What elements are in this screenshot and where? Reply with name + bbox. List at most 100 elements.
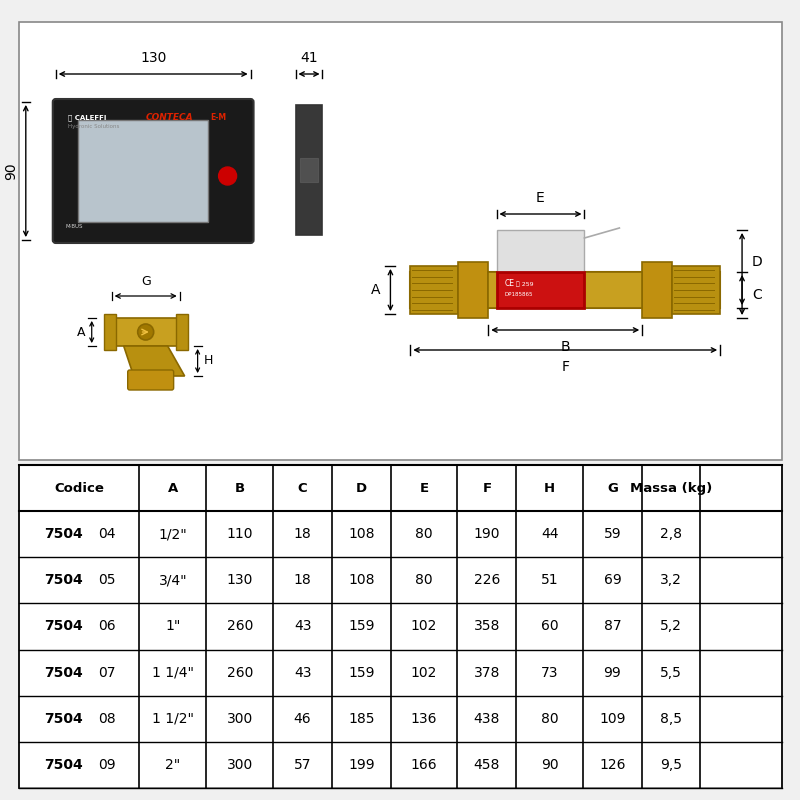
Text: 199: 199 [348,758,374,772]
Text: Massa (kg): Massa (kg) [630,482,712,494]
Text: 260: 260 [226,666,253,680]
Bar [497,230,585,272]
Text: 60: 60 [541,619,558,634]
Bar [488,272,642,308]
Text: 136: 136 [411,712,438,726]
Text: 04: 04 [98,527,116,542]
Text: 159: 159 [348,619,374,634]
Text: 358: 358 [474,619,500,634]
Text: 80: 80 [415,527,433,542]
Text: 87: 87 [604,619,622,634]
Text: E: E [536,191,545,205]
Text: H: H [204,354,213,367]
Circle shape [138,324,154,340]
Text: DP185865: DP185865 [505,292,533,297]
Text: 110: 110 [226,527,253,542]
Text: 109: 109 [599,712,626,726]
Text: Hydronic Solutions: Hydronic Solutions [68,124,119,129]
Text: 190: 190 [474,527,500,542]
Bar [19,22,782,460]
Text: E: E [419,482,429,494]
Text: CE: CE [505,279,514,288]
Text: 1 1/4": 1 1/4" [152,666,194,680]
FancyBboxPatch shape [128,370,174,390]
Text: 80: 80 [415,574,433,587]
FancyBboxPatch shape [53,99,254,243]
Text: CONTECA: CONTECA [146,113,194,122]
Text: 130: 130 [140,51,166,65]
Text: F: F [562,360,570,374]
Text: 3/4": 3/4" [158,574,187,587]
Bar [410,272,720,308]
Text: 90: 90 [4,162,18,180]
Text: ⓒ 259: ⓒ 259 [517,282,534,287]
Text: 300: 300 [226,758,253,772]
Text: F: F [482,482,491,494]
Text: 185: 185 [348,712,374,726]
Text: 5,2: 5,2 [660,619,682,634]
Text: 300: 300 [226,712,253,726]
Bar [497,272,585,308]
Text: C: C [752,288,762,302]
Text: 41: 41 [300,51,318,65]
Text: 102: 102 [411,619,438,634]
Text: 130: 130 [226,574,253,587]
Text: 08: 08 [98,712,116,726]
Text: 57: 57 [294,758,311,772]
Text: 18: 18 [294,527,311,542]
Text: 7504: 7504 [44,758,83,772]
Circle shape [218,167,237,185]
Bar [295,105,322,235]
Text: 06: 06 [98,619,116,634]
Text: 2,8: 2,8 [660,527,682,542]
Bar [672,266,720,314]
Text: 108: 108 [348,574,374,587]
Text: 51: 51 [541,574,558,587]
Text: C: C [298,482,307,494]
Text: 1 1/2": 1 1/2" [152,712,194,726]
Bar [78,120,208,222]
Bar [112,318,180,346]
Text: 43: 43 [294,666,311,680]
Text: 8,5: 8,5 [660,712,682,726]
Bar [104,314,116,350]
Text: 7504: 7504 [44,527,83,542]
Bar [458,262,488,318]
Text: 69: 69 [603,574,622,587]
Text: 09: 09 [98,758,116,772]
Text: 73: 73 [541,666,558,680]
Text: B: B [561,340,570,354]
Text: 46: 46 [294,712,311,726]
Text: 7504: 7504 [44,712,83,726]
Text: 2": 2" [166,758,181,772]
Text: 1": 1" [166,619,181,634]
Text: 102: 102 [411,666,438,680]
Text: G: G [607,482,618,494]
Text: 59: 59 [604,527,622,542]
Bar [176,314,188,350]
Text: Codice: Codice [54,482,104,494]
Text: 108: 108 [348,527,374,542]
Text: G: G [141,275,150,288]
Text: E-M: E-M [210,113,226,122]
Text: 159: 159 [348,666,374,680]
Bar [410,266,458,314]
Text: 1/2": 1/2" [158,527,187,542]
Text: D: D [752,255,762,269]
Polygon shape [124,346,185,376]
Text: 458: 458 [474,758,500,772]
Text: 18: 18 [294,574,311,587]
Text: 9,5: 9,5 [660,758,682,772]
Text: H: H [544,482,555,494]
Text: D: D [356,482,367,494]
Text: 7504: 7504 [44,619,83,634]
Text: 378: 378 [474,666,500,680]
Text: A: A [371,283,381,297]
Text: 05: 05 [98,574,116,587]
Text: 90: 90 [541,758,558,772]
Text: 80: 80 [541,712,558,726]
Text: 07: 07 [98,666,116,680]
Text: 438: 438 [474,712,500,726]
Bar [642,262,672,318]
Text: 5,5: 5,5 [660,666,682,680]
